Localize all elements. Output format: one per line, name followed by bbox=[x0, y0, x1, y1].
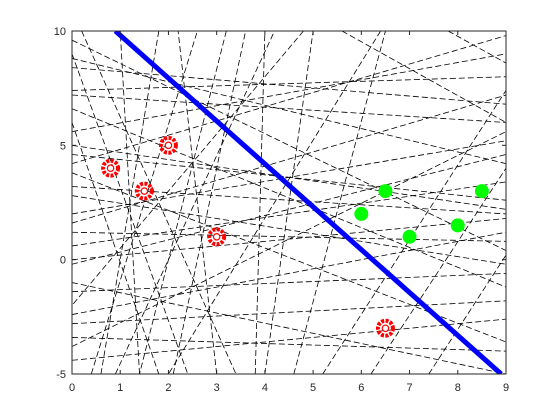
decision-boundary-line bbox=[113, 31, 503, 374]
x-tick-label: 3 bbox=[214, 382, 220, 394]
axes-box bbox=[71, 30, 507, 375]
green-point bbox=[378, 184, 393, 199]
dashed-line bbox=[72, 58, 506, 165]
dashed-line bbox=[139, 31, 227, 374]
dashed-line bbox=[177, 31, 218, 374]
y-tick-label: 5 bbox=[60, 140, 66, 152]
y-tick-label: -5 bbox=[56, 369, 66, 381]
x-tick-label: 9 bbox=[503, 382, 509, 394]
dashed-line bbox=[72, 144, 506, 210]
dashed-line bbox=[341, 31, 506, 123]
red-ring-point bbox=[158, 135, 178, 155]
red-ring-outer bbox=[101, 158, 121, 178]
dashed-line bbox=[447, 31, 506, 64]
red-ring-inner bbox=[106, 164, 115, 173]
dashed-line bbox=[72, 195, 506, 265]
dashed-line bbox=[72, 31, 304, 306]
dashed-line bbox=[115, 31, 275, 374]
dashed-line bbox=[72, 337, 506, 352]
dashed-line bbox=[172, 31, 246, 374]
y-tick-label: 10 bbox=[54, 26, 66, 38]
dashed-line bbox=[72, 282, 506, 374]
green-point bbox=[402, 229, 417, 244]
x-tick-label: 1 bbox=[117, 382, 123, 394]
red-ring-point bbox=[207, 227, 227, 247]
dashed-line bbox=[72, 272, 506, 293]
x-tick-label: 7 bbox=[406, 382, 412, 394]
red-ring-inner bbox=[381, 324, 390, 333]
red-ring-inner bbox=[140, 187, 149, 195]
dashed-line bbox=[293, 31, 386, 374]
x-tick-label: 4 bbox=[262, 382, 268, 394]
red-ring-point bbox=[101, 158, 121, 178]
boundary-layer bbox=[113, 31, 503, 374]
red-ring-inner bbox=[212, 233, 221, 241]
dashed-line bbox=[428, 254, 506, 374]
red-ring-outer bbox=[207, 227, 227, 247]
dashed-line bbox=[100, 31, 160, 374]
dashed-line bbox=[72, 76, 506, 91]
dashed-line bbox=[72, 94, 506, 123]
dashed-line bbox=[72, 154, 506, 265]
dashed-line bbox=[72, 53, 506, 133]
green-point bbox=[450, 218, 465, 233]
dashed-lines-layer bbox=[72, 31, 506, 374]
dashed-line bbox=[322, 90, 506, 374]
red-ring-point bbox=[375, 318, 395, 338]
x-tick-label: 2 bbox=[165, 382, 171, 394]
red-ring-outer bbox=[375, 318, 395, 338]
dashed-line bbox=[72, 67, 506, 105]
points-layer bbox=[101, 135, 489, 338]
x-tick-label: 5 bbox=[310, 382, 316, 394]
red-ring-point bbox=[134, 181, 154, 201]
dashed-line bbox=[72, 318, 506, 361]
dashed-line bbox=[72, 39, 506, 251]
dashed-line bbox=[72, 53, 189, 374]
dashed-line bbox=[254, 31, 266, 374]
dashed-line bbox=[72, 231, 506, 315]
red-ring-inner bbox=[164, 141, 173, 150]
x-tick-label: 8 bbox=[455, 382, 461, 394]
red-ring-outer bbox=[134, 181, 154, 201]
dashed-line bbox=[72, 181, 506, 247]
green-point bbox=[474, 184, 489, 199]
x-tick-label: 6 bbox=[358, 382, 364, 394]
dashed-line bbox=[72, 122, 160, 374]
dashed-line bbox=[72, 300, 506, 325]
dashed-line bbox=[264, 31, 314, 374]
green-point bbox=[354, 206, 369, 221]
dashed-line bbox=[72, 231, 506, 242]
dashed-line bbox=[370, 167, 506, 374]
red-ring-outer bbox=[158, 135, 178, 155]
x-tick-label: 0 bbox=[69, 382, 75, 394]
dashed-line bbox=[72, 108, 506, 288]
y-tick-label: 0 bbox=[60, 255, 66, 267]
dashed-line bbox=[72, 35, 506, 165]
